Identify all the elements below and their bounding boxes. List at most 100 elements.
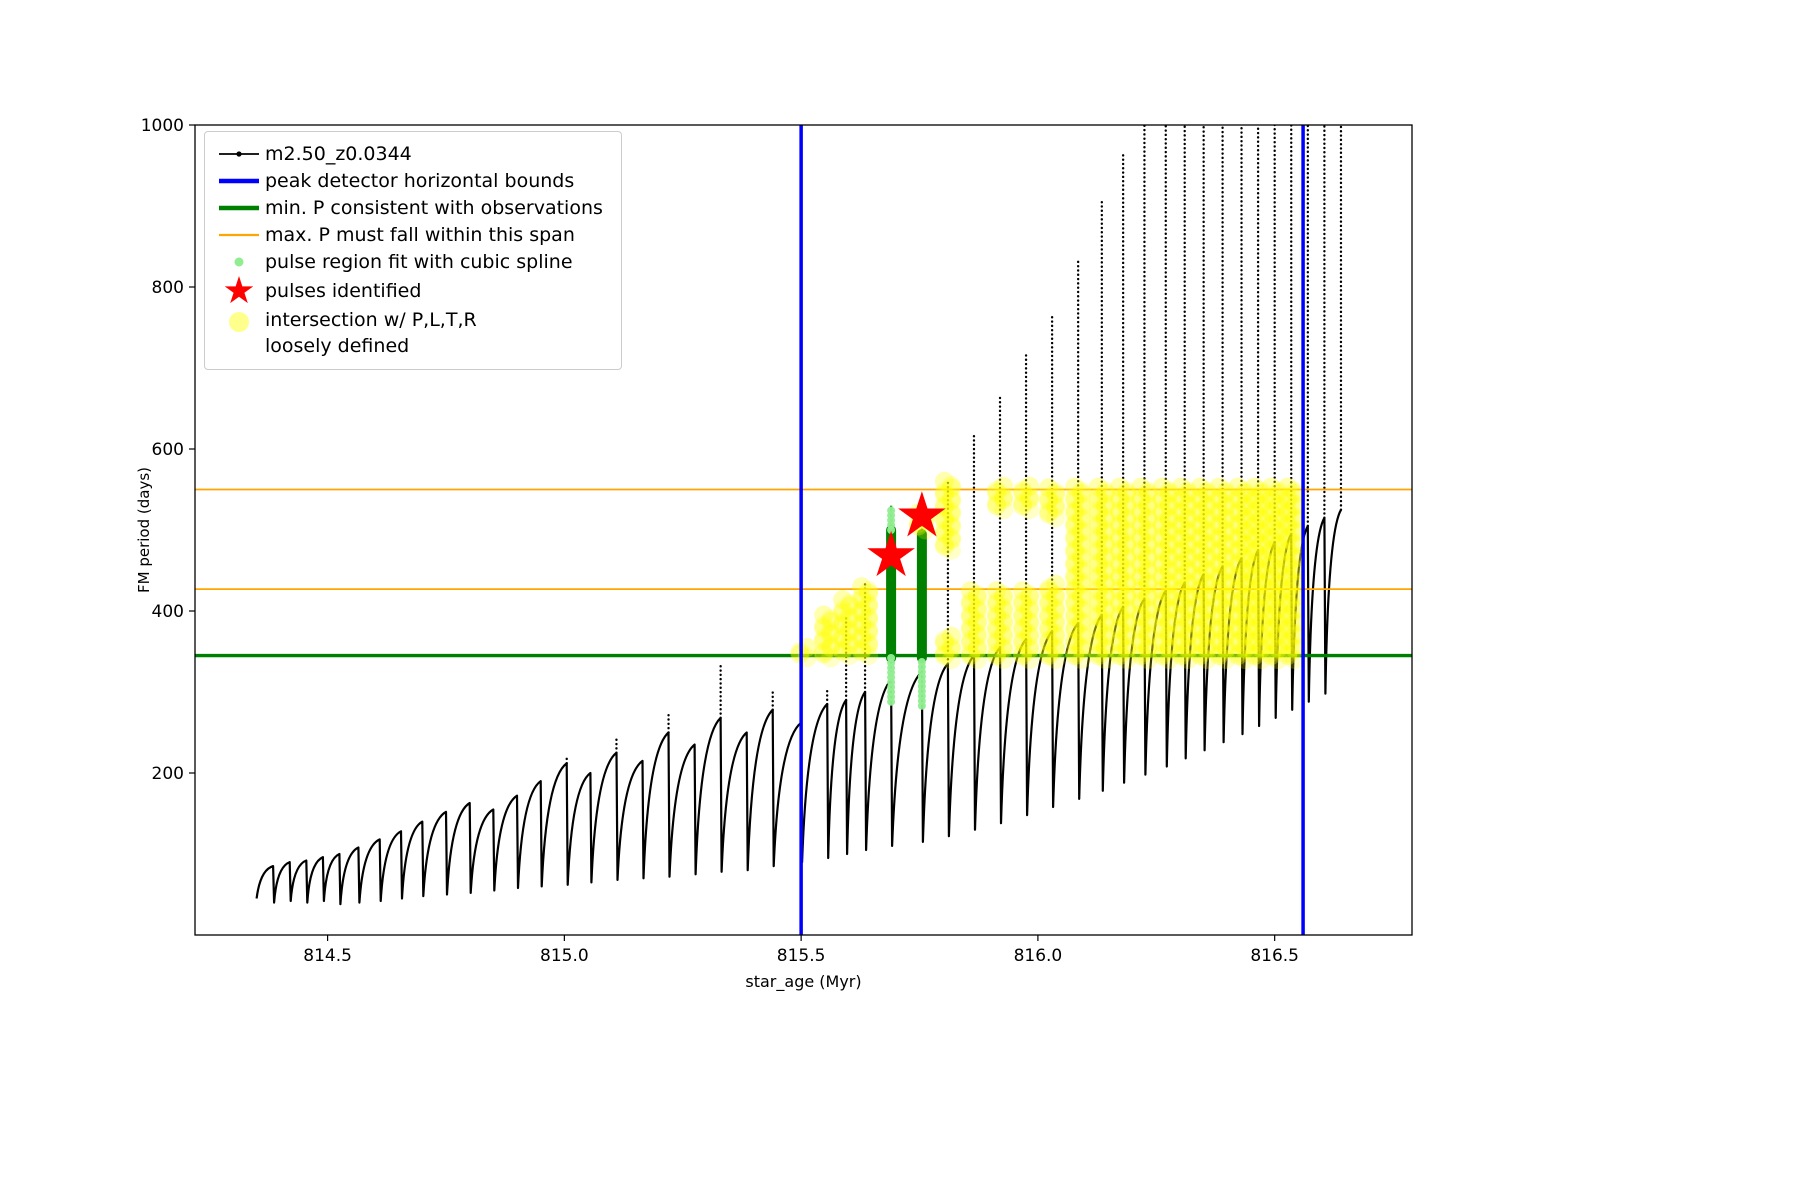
- y-tick-label: 1000: [141, 116, 184, 136]
- yellow-dot: [1235, 600, 1255, 620]
- yellow-dot: [1228, 477, 1248, 497]
- yellow-dot: [1285, 585, 1305, 605]
- yellow-dot: [1190, 539, 1210, 559]
- yellow-dot: [1278, 568, 1298, 588]
- yellow-dot: [1268, 626, 1288, 646]
- yellow-dot: [1252, 481, 1272, 501]
- yellow-dot: [1072, 533, 1092, 553]
- yellow-dot: [1268, 533, 1288, 553]
- yellow-dot: [1159, 561, 1179, 581]
- yellow-dot: [987, 646, 1007, 666]
- yellow-dot: [1152, 503, 1172, 523]
- yellow-dot: [1268, 494, 1288, 514]
- yellow-dot: [1131, 633, 1151, 653]
- yellow-dot: [1046, 495, 1066, 515]
- yellow-dot: [1245, 477, 1265, 497]
- yellow-dot: [1261, 578, 1281, 598]
- yellow-dot: [1039, 617, 1059, 637]
- yellow-dot: [1228, 565, 1248, 585]
- yellow-dot: [1065, 630, 1085, 650]
- yellow-dot: [1252, 626, 1272, 646]
- yellow-dot: [1095, 637, 1115, 657]
- yellow-dot: [1131, 617, 1151, 637]
- yellow-dot: [1159, 585, 1179, 605]
- yellow-dot: [1171, 488, 1191, 508]
- yellow-dot: [1171, 490, 1191, 510]
- yellow-dot: [1216, 533, 1236, 553]
- yellow-dot: [859, 609, 879, 629]
- yellow-dot: [1065, 488, 1085, 508]
- yellow-dot: [1209, 643, 1229, 663]
- yellow-dot: [1216, 494, 1236, 514]
- yellow-dot: [941, 514, 961, 534]
- yellow-dot: [1088, 516, 1108, 536]
- yellow-dot: [1159, 535, 1179, 555]
- yellow-dot: [1261, 552, 1281, 572]
- yellow-dot: [814, 618, 834, 638]
- yellow-dot: [1159, 613, 1179, 633]
- yellow-dot: [1152, 604, 1172, 624]
- yellow-dot: [1216, 535, 1236, 555]
- yellow-dot: [934, 536, 954, 556]
- yellow-dot: [1046, 626, 1066, 646]
- yellow-dot: [1285, 546, 1305, 566]
- yellow-dot: [821, 624, 841, 644]
- yellow-dot: [1065, 565, 1085, 585]
- yellow-dot: [1252, 497, 1272, 517]
- yellow-dot: [1138, 494, 1158, 514]
- yellow-dot: [1190, 630, 1210, 650]
- yellow-dot: [1088, 617, 1108, 637]
- yellow-dot: [1268, 650, 1288, 670]
- yellow-dot: [1252, 546, 1272, 566]
- yellow-dot: [1152, 620, 1172, 640]
- yellow-dot: [1178, 626, 1198, 646]
- yellow-dot: [1285, 626, 1305, 646]
- yellow-dot: [1013, 594, 1033, 614]
- yellow-dot: [1228, 630, 1248, 650]
- yellow-dot: [934, 482, 954, 502]
- yellow-dot: [1278, 516, 1298, 536]
- yellow-dot: [934, 630, 954, 650]
- yellow-dot: [1171, 617, 1191, 637]
- yellow-dot: [1152, 490, 1172, 510]
- yellow-dot: [1216, 587, 1236, 607]
- yellow-dot: [941, 626, 961, 646]
- yellow-dot: [1020, 613, 1040, 633]
- yellow-dot: [814, 641, 834, 661]
- yellow-dot: [1065, 568, 1085, 588]
- yellow-dot: [1095, 585, 1115, 605]
- yellow-dot: [1268, 613, 1288, 633]
- yellow-dot: [1285, 637, 1305, 657]
- yellow-dot: [1039, 581, 1059, 601]
- yellow-dot: [1065, 529, 1085, 549]
- yellow-dot: [1216, 522, 1236, 542]
- yellow-dot: [840, 594, 860, 614]
- yellow-dot: [1117, 587, 1137, 607]
- yellow-dot: [1228, 594, 1248, 614]
- yellow-dot: [1285, 650, 1305, 670]
- yellow-dot: [1110, 542, 1130, 562]
- yellow-dot: [1131, 568, 1151, 588]
- yellow-dot: [1110, 604, 1130, 624]
- yellow-dot: [1278, 604, 1298, 624]
- yellow-dot: [1046, 484, 1066, 504]
- yellow-dot: [1178, 533, 1198, 553]
- yellow-dot: [833, 590, 853, 610]
- yellow-dot: [1110, 555, 1130, 575]
- yellow-dot: [1178, 572, 1198, 592]
- yellow-dot: [1095, 494, 1115, 514]
- yellow-dot: [1072, 598, 1092, 618]
- yellow-dot: [852, 590, 872, 610]
- yellow-dot: [1110, 513, 1130, 533]
- yellow-dot: [1095, 507, 1115, 527]
- yellow-dot: [1197, 520, 1217, 540]
- yellow-dot: [1228, 490, 1248, 510]
- yellow-dot: [1190, 591, 1210, 611]
- green-line-marker: [213, 196, 265, 220]
- yellow-dot: [1039, 504, 1059, 524]
- yellow-dot: [1138, 624, 1158, 644]
- yellow-dot: [1190, 568, 1210, 588]
- yellow-dot: [1245, 488, 1265, 508]
- yellow-dot: [1072, 522, 1092, 542]
- yellow-dot: [1039, 491, 1059, 511]
